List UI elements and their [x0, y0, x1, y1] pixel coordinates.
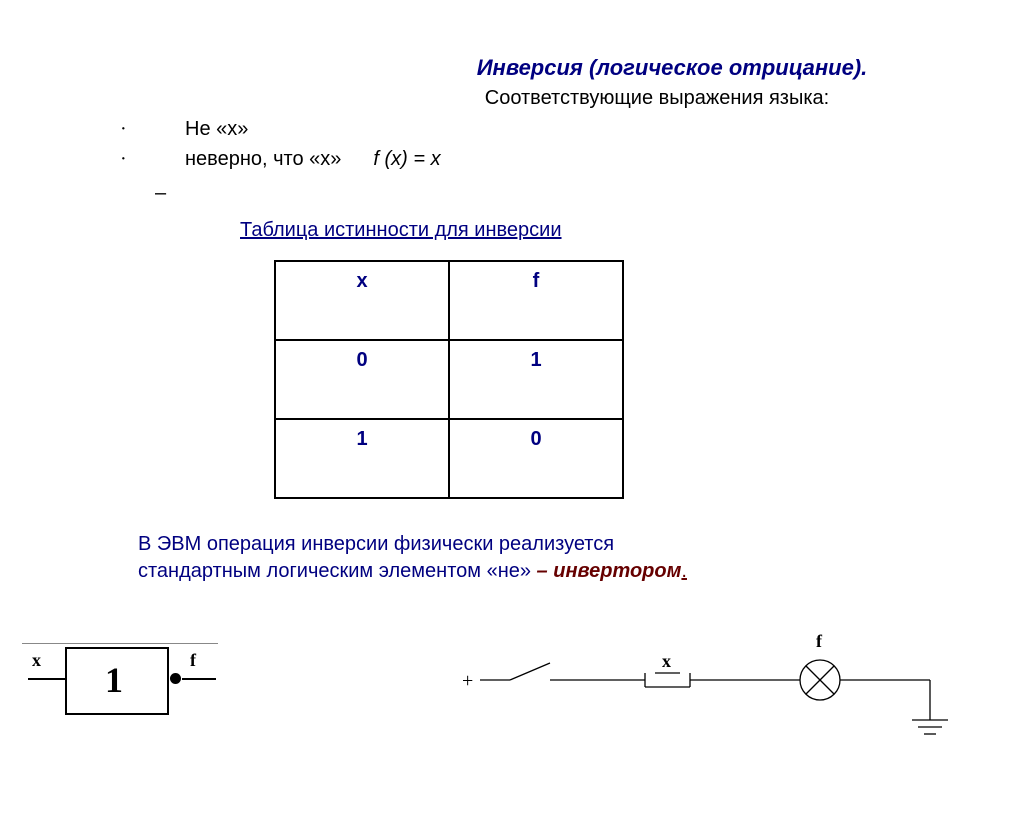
gate-output-label: f	[190, 650, 196, 671]
table-row: x f	[275, 261, 623, 340]
description-paragraph: В ЭВМ операция инверсии физически реализ…	[138, 531, 878, 585]
output-wire	[182, 678, 216, 680]
para-part-3: – инвертором	[537, 560, 682, 582]
dash-line: –	[155, 182, 1024, 205]
table-caption: Таблица истинности для инверсии	[240, 219, 1024, 242]
bullet-list: ·Не «x» ·неверно, что «x» f (x) = x	[120, 114, 1024, 174]
truth-table: x f 0 1 1 0	[274, 260, 624, 499]
table-cell: 1	[275, 419, 449, 498]
formula-text: f (x) = x	[373, 148, 440, 170]
bullet-text: неверно, что «x»	[185, 148, 341, 170]
circuit-plus-label: +	[462, 670, 473, 692]
gate-symbol-1: 1	[105, 659, 123, 701]
bullet-icon: ·	[120, 114, 185, 144]
relay-circuit-diagram: + x f	[450, 625, 970, 745]
para-part-1: В ЭВМ операция инверсии физически реализ…	[138, 533, 614, 555]
bullet-icon: ·	[120, 144, 185, 174]
page-title: Инверсия (логическое отрицание).	[320, 55, 1024, 81]
table-cell: 0	[275, 340, 449, 419]
inverter-gate-diagram: 1 x f	[10, 635, 220, 725]
circuit-x-label: x	[662, 651, 671, 671]
subtitle: Соответствующие выражения языка:	[290, 87, 1024, 110]
table-header-x: x	[275, 261, 449, 340]
diagram-top-line	[22, 643, 218, 644]
gate-input-label: x	[32, 650, 41, 671]
list-item: ·неверно, что «x» f (x) = x	[120, 144, 1024, 174]
table-cell: 0	[449, 419, 623, 498]
para-part-2: стандартным логическим элементом «не»	[138, 560, 537, 582]
list-item: ·Не «x»	[120, 114, 1024, 144]
table-cell: 1	[449, 340, 623, 419]
table-row: 0 1	[275, 340, 623, 419]
table-header-f: f	[449, 261, 623, 340]
bullet-text: Не «x»	[185, 118, 248, 140]
para-part-4: .	[681, 560, 687, 582]
circuit-f-label: f	[816, 631, 823, 651]
inversion-dot-icon	[170, 673, 181, 684]
table-row: 1 0	[275, 419, 623, 498]
input-wire	[28, 678, 65, 680]
